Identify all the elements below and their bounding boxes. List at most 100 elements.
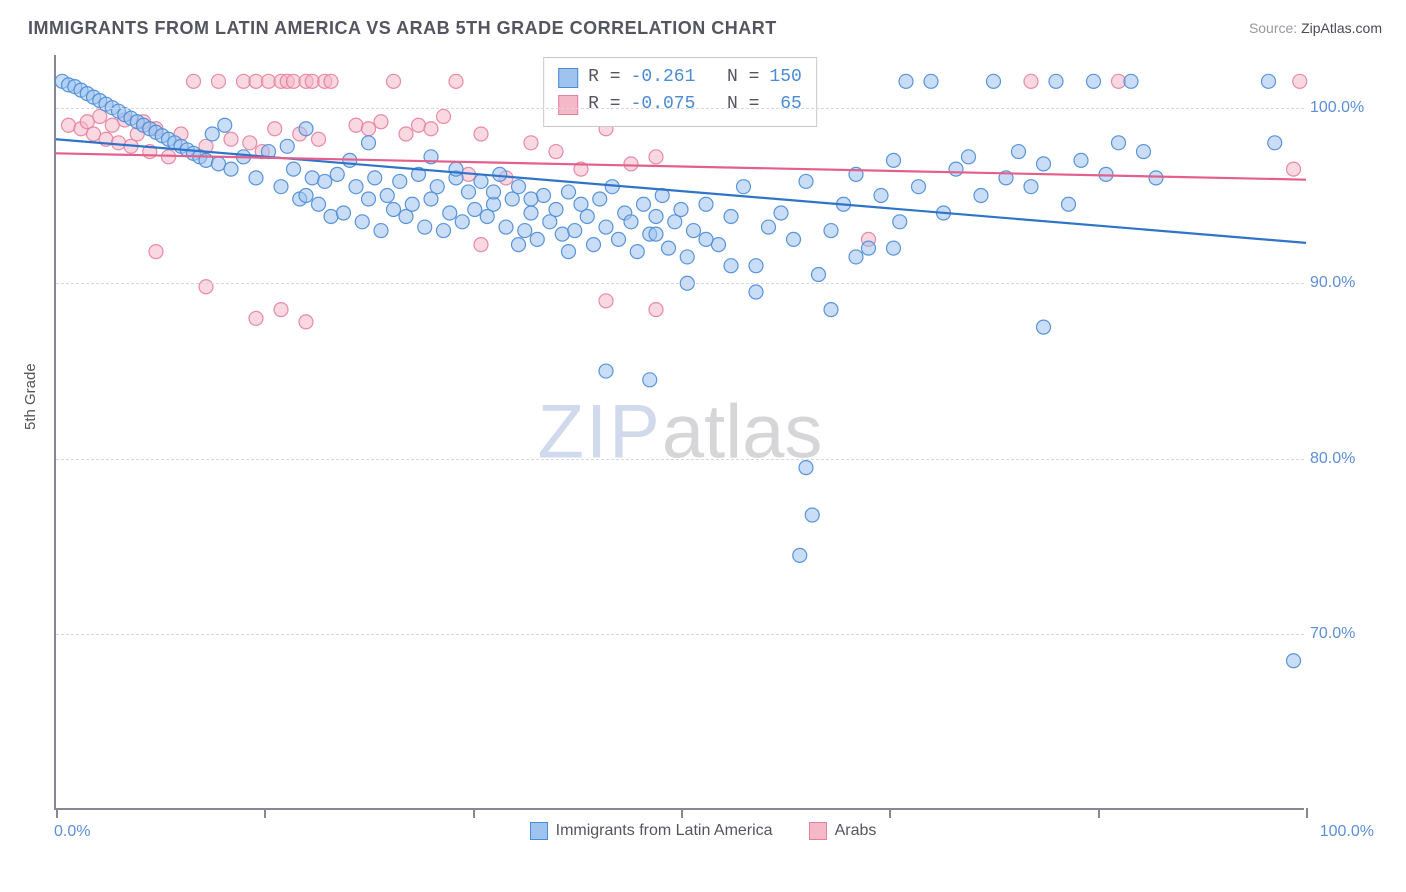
scatter-point-latin bbox=[362, 136, 376, 150]
scatter-point-latin bbox=[974, 188, 988, 202]
scatter-point-latin bbox=[555, 227, 569, 241]
scatter-point-arab bbox=[449, 74, 463, 88]
scatter-point-arab bbox=[324, 74, 338, 88]
scatter-point-arab bbox=[312, 132, 326, 146]
scatter-point-latin bbox=[549, 203, 563, 217]
scatter-point-latin bbox=[587, 238, 601, 252]
scatter-point-latin bbox=[518, 224, 532, 238]
gridline-h bbox=[56, 634, 1304, 635]
scatter-point-latin bbox=[874, 188, 888, 202]
y-tick-label: 100.0% bbox=[1310, 99, 1380, 117]
x-tick bbox=[56, 808, 58, 818]
scatter-point-arab bbox=[62, 118, 76, 132]
scatter-point-latin bbox=[455, 215, 469, 229]
scatter-point-latin bbox=[612, 232, 626, 246]
scatter-point-latin bbox=[643, 373, 657, 387]
scatter-point-latin bbox=[512, 238, 526, 252]
y-tick-label: 70.0% bbox=[1310, 625, 1380, 643]
legend-n-value-arab: 65 bbox=[769, 91, 801, 118]
scatter-point-arab bbox=[249, 311, 263, 325]
scatter-point-arab bbox=[387, 74, 401, 88]
scatter-point-arab bbox=[649, 303, 663, 317]
scatter-point-latin bbox=[418, 220, 432, 234]
scatter-point-latin bbox=[1037, 157, 1051, 171]
legend-r-label: R = bbox=[588, 64, 620, 91]
scatter-point-arab bbox=[374, 115, 388, 129]
scatter-point-latin bbox=[1062, 197, 1076, 211]
scatter-point-arab bbox=[268, 122, 282, 136]
scatter-point-latin bbox=[962, 150, 976, 164]
scatter-point-latin bbox=[380, 188, 394, 202]
scatter-point-latin bbox=[805, 508, 819, 522]
source-label: Source: bbox=[1249, 20, 1297, 36]
x-tick bbox=[889, 808, 891, 818]
scatter-point-arab bbox=[437, 109, 451, 123]
scatter-point-latin bbox=[649, 210, 663, 224]
scatter-point-latin bbox=[468, 203, 482, 217]
gridline-h bbox=[56, 459, 1304, 460]
scatter-point-latin bbox=[724, 259, 738, 273]
scatter-point-latin bbox=[205, 127, 219, 141]
scatter-point-latin bbox=[1137, 145, 1151, 159]
scatter-point-latin bbox=[599, 220, 613, 234]
scatter-point-latin bbox=[862, 241, 876, 255]
scatter-point-latin bbox=[443, 206, 457, 220]
scatter-point-arab bbox=[474, 127, 488, 141]
scatter-point-latin bbox=[799, 174, 813, 188]
scatter-point-latin bbox=[799, 461, 813, 475]
bottom-legend-item-arab: Arabs bbox=[809, 822, 877, 840]
legend-swatch-arab bbox=[558, 95, 578, 115]
scatter-point-latin bbox=[330, 167, 344, 181]
scatter-point-latin bbox=[1087, 74, 1101, 88]
scatter-point-latin bbox=[1074, 153, 1088, 167]
scatter-point-latin bbox=[787, 232, 801, 246]
scatter-point-latin bbox=[405, 197, 419, 211]
bottom-legend-item-latin: Immigrants from Latin America bbox=[530, 822, 773, 840]
scatter-point-latin bbox=[512, 180, 526, 194]
bottom-legend: Immigrants from Latin America Arabs bbox=[0, 822, 1406, 845]
scatter-point-latin bbox=[893, 215, 907, 229]
x-tick bbox=[1098, 808, 1100, 818]
scatter-point-latin bbox=[274, 180, 288, 194]
scatter-point-arab bbox=[105, 118, 119, 132]
legend-n-label: N = bbox=[705, 64, 759, 91]
scatter-point-latin bbox=[349, 180, 363, 194]
scatter-point-latin bbox=[1262, 74, 1276, 88]
scatter-point-arab bbox=[243, 136, 257, 150]
scatter-point-latin bbox=[674, 203, 688, 217]
scatter-point-latin bbox=[712, 238, 726, 252]
gridline-h bbox=[56, 283, 1304, 284]
legend-r-label: R = bbox=[588, 91, 620, 118]
scatter-point-latin bbox=[687, 224, 701, 238]
scatter-point-latin bbox=[212, 157, 226, 171]
scatter-point-arab bbox=[149, 245, 163, 259]
scatter-point-latin bbox=[324, 210, 338, 224]
legend-r-value-arab: -0.075 bbox=[631, 91, 696, 118]
scatter-point-latin bbox=[305, 171, 319, 185]
scatter-point-arab bbox=[112, 136, 126, 150]
scatter-point-latin bbox=[1112, 136, 1126, 150]
scatter-point-latin bbox=[749, 259, 763, 273]
legend-n-label: N = bbox=[705, 91, 759, 118]
scatter-point-latin bbox=[499, 220, 513, 234]
scatter-point-latin bbox=[762, 220, 776, 234]
scatter-point-latin bbox=[530, 232, 544, 246]
scatter-point-latin bbox=[749, 285, 763, 299]
x-tick bbox=[681, 808, 683, 818]
scatter-point-arab bbox=[549, 145, 563, 159]
scatter-point-latin bbox=[537, 188, 551, 202]
scatter-point-latin bbox=[624, 215, 638, 229]
stat-legend: R = -0.261 N = 150R = -0.075 N = 65 bbox=[543, 57, 817, 127]
scatter-point-latin bbox=[1049, 74, 1063, 88]
chart-title: IMMIGRANTS FROM LATIN AMERICA VS ARAB 5T… bbox=[28, 18, 777, 39]
scatter-point-latin bbox=[637, 197, 651, 211]
scatter-point-latin bbox=[287, 162, 301, 176]
scatter-point-arab bbox=[249, 74, 263, 88]
scatter-point-arab bbox=[412, 118, 426, 132]
scatter-point-latin bbox=[662, 241, 676, 255]
scatter-point-latin bbox=[368, 171, 382, 185]
scatter-point-arab bbox=[224, 132, 238, 146]
y-tick-label: 90.0% bbox=[1310, 274, 1380, 292]
y-tick-label: 80.0% bbox=[1310, 450, 1380, 468]
scatter-point-arab bbox=[187, 74, 201, 88]
